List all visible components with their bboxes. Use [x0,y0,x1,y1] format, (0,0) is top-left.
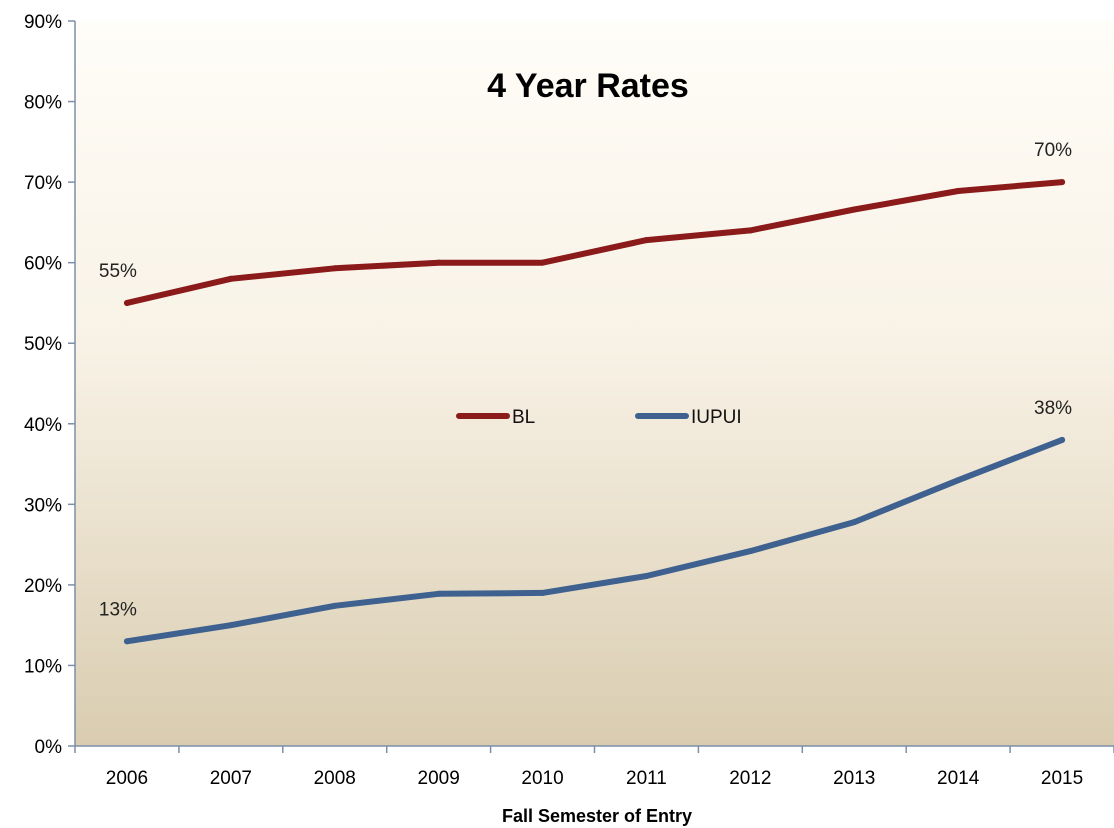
data-point-iupui [227,622,234,629]
data-label-iupui: 13% [99,599,137,620]
data-point-bl [435,259,442,266]
data-label-bl: 55% [99,261,137,282]
data-point-iupui [747,548,754,555]
data-point-bl [539,259,546,266]
x-tick-label: 2006 [106,768,148,789]
y-tick-label: 50% [24,334,62,355]
chart-title: 4 Year Rates [487,67,689,105]
x-tick-label: 2013 [833,768,875,789]
x-axis-title: Fall Semester of Entry [502,806,692,826]
x-tick-label: 2012 [729,768,771,789]
data-point-bl [851,206,858,213]
x-tick-label: 2008 [314,768,356,789]
y-tick-label: 40% [24,415,62,436]
legend-label-iupui: IUPUI [691,407,742,428]
data-label-iupui: 38% [1034,398,1072,419]
y-tick-label: 80% [24,93,62,114]
data-point-iupui [123,638,130,645]
data-point-iupui [1059,436,1066,443]
data-point-bl [955,187,962,194]
data-point-iupui [643,573,650,580]
data-point-iupui [435,590,442,597]
data-point-bl [747,227,754,234]
legend-label-bl: BL [512,407,535,428]
data-label-bl: 70% [1034,140,1072,161]
y-tick-label: 20% [24,576,62,597]
y-tick-label: 60% [24,254,62,275]
series-line-bl [124,179,1066,306]
y-tick-label: 0% [35,737,63,758]
x-tick-label: 2014 [937,768,980,789]
y-tick-label: 70% [24,173,62,194]
y-tick-label: 90% [24,12,62,33]
series-line-iupui [124,436,1066,645]
data-point-bl [123,299,130,306]
x-tick-label: 2010 [521,768,563,789]
x-tick-label: 2009 [418,768,460,789]
x-tick-label: 2007 [210,768,252,789]
data-point-bl [227,275,234,282]
y-tick-label: 30% [24,495,62,516]
data-point-iupui [539,589,546,596]
data-point-bl [331,265,338,272]
x-tick-label: 2015 [1041,768,1083,789]
data-point-iupui [955,477,962,484]
plot-area [75,21,1114,746]
data-point-iupui [851,519,858,526]
x-tick-label: 2011 [626,768,667,789]
data-point-iupui [331,602,338,609]
data-point-bl [643,237,650,244]
data-point-bl [1059,179,1066,186]
y-tick-label: 10% [24,656,62,677]
